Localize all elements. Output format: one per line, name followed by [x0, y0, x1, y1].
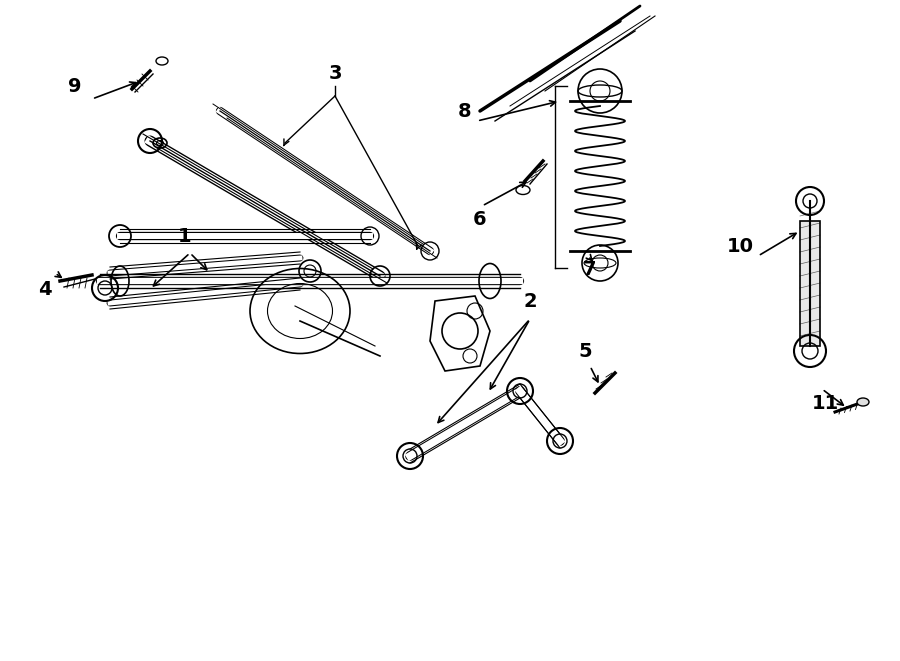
Ellipse shape	[857, 398, 869, 406]
Text: 10: 10	[726, 237, 753, 256]
Text: 2: 2	[523, 292, 536, 311]
Text: 3: 3	[328, 63, 342, 83]
Text: 8: 8	[458, 102, 472, 120]
Text: 9: 9	[68, 77, 82, 95]
Text: 5: 5	[578, 342, 592, 360]
Bar	[800, 221, 820, 346]
Text: 4: 4	[38, 280, 52, 299]
Text: 1: 1	[178, 227, 192, 245]
Text: 7: 7	[583, 260, 597, 278]
Text: 6: 6	[473, 210, 487, 229]
Text: 11: 11	[812, 393, 839, 412]
